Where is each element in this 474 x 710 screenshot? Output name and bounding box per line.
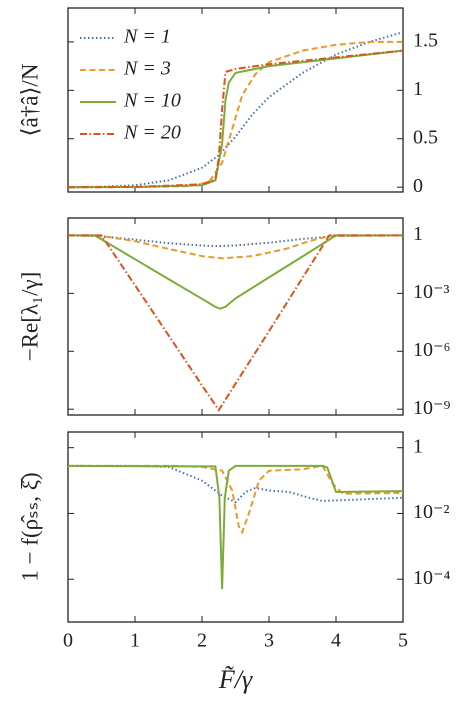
series-line [68,234,403,412]
y-tick-label: 0 [413,175,423,197]
plot-frame [67,431,404,623]
y-tick-label: 10⁻⁶ [413,339,451,361]
series-line [67,234,404,260]
legend-label: N = 3 [123,58,171,80]
series-line [67,40,403,189]
series-line [68,234,403,310]
y-tick-label: 1 [413,435,423,457]
x-tick-label: 3 [264,630,274,652]
legend-label: N = 1 [123,26,171,48]
y-tick-label: 10⁻² [413,501,450,523]
series-line [68,464,404,535]
x-tick-label: 1 [130,630,140,652]
y-tick-label: 0.5 [413,126,438,148]
y-tick-label: 10⁻⁴ [413,567,451,589]
series-line [68,464,404,504]
series-line [67,234,404,248]
x-tick-label: 2 [197,630,207,652]
y-axis-label: ⟨â†â⟩/N [17,63,42,136]
plot-frame [67,217,404,416]
y-tick-label: 1 [413,78,423,100]
x-axis-label: F̃/γ [218,665,253,694]
y-tick-label: 1.5 [413,29,438,51]
series-line [67,464,404,590]
y-axis-label: 1 − f(ρ̂ₛₛ, ξ̂) [17,472,42,581]
plot-frame [67,7,404,193]
x-tick-label: 0 [63,630,73,652]
legend-label: N = 20 [123,122,181,144]
legend-label: N = 10 [123,90,181,112]
y-tick-label: 10⁻³ [413,281,450,303]
y-axis-label: −Re[λ₁/γ] [17,272,42,362]
y-tick-label: 10⁻⁹ [413,397,451,419]
series-line [67,49,404,189]
x-tick-label: 4 [331,630,341,652]
x-tick-label: 5 [398,630,408,652]
y-tick-label: 1 [413,223,423,245]
